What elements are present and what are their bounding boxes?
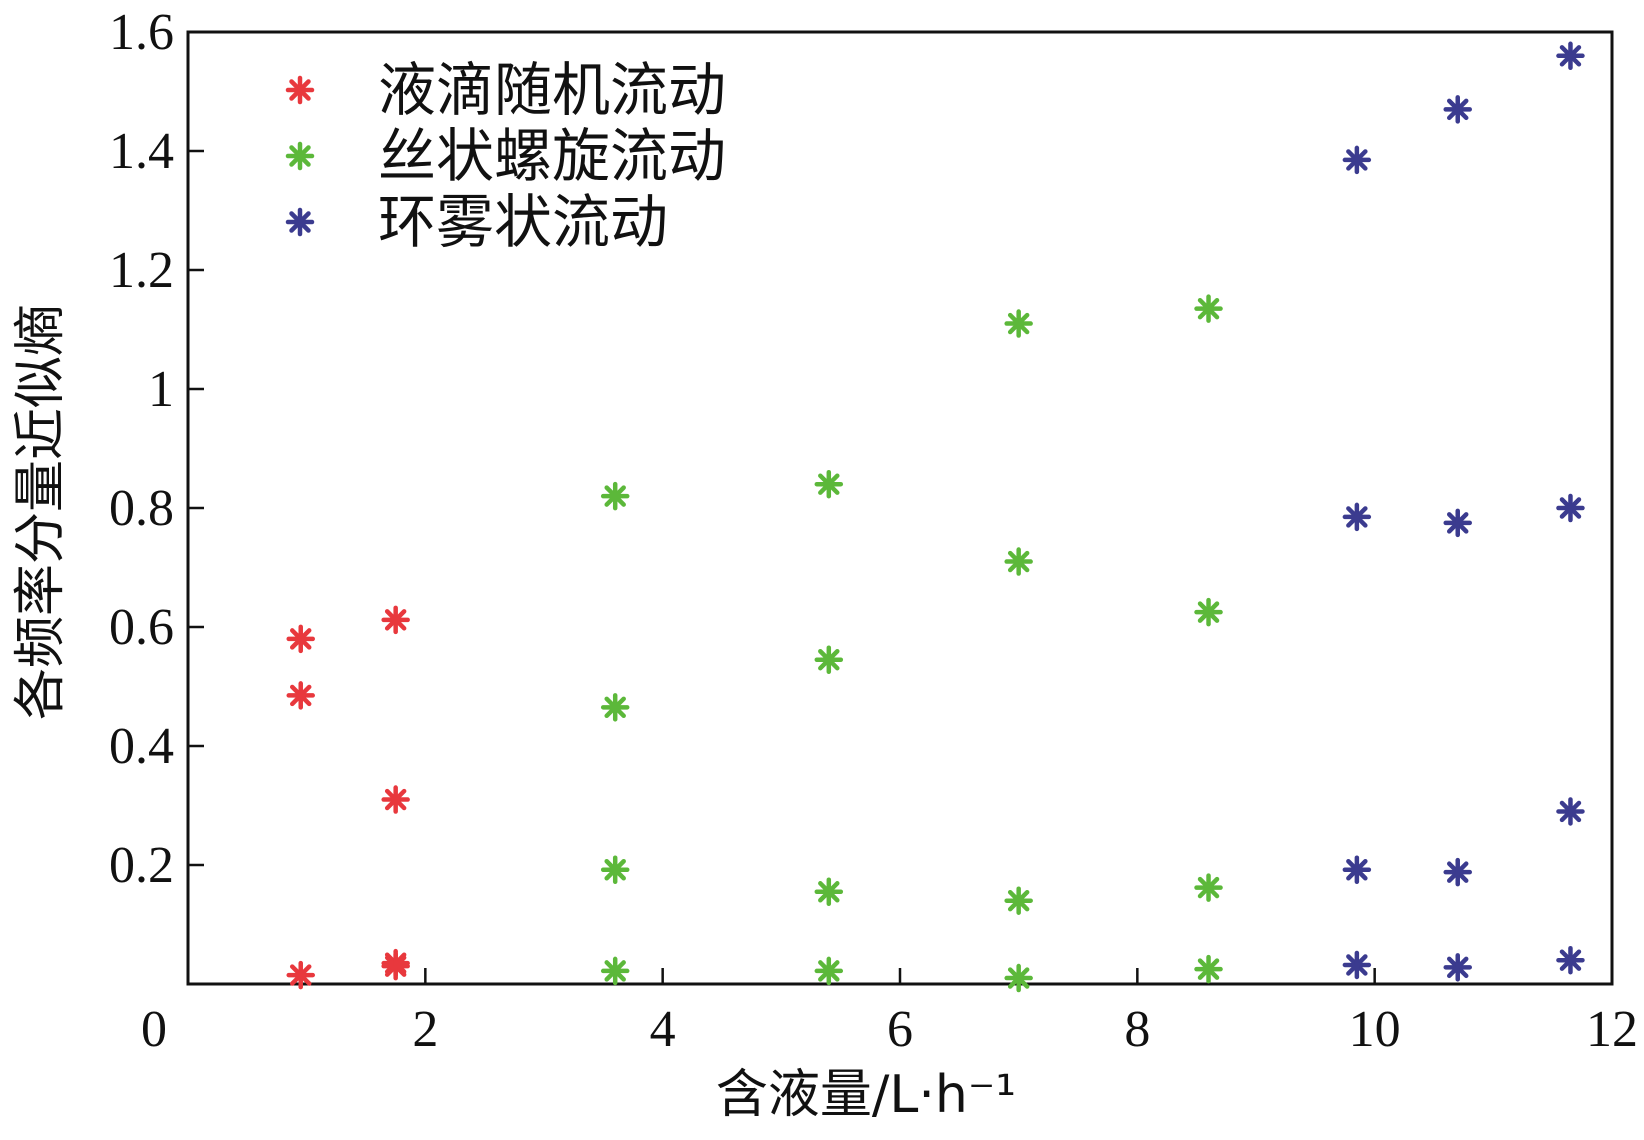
data-point xyxy=(1342,950,1372,980)
data-point xyxy=(1443,508,1472,538)
x-tick-label: 2 xyxy=(412,1001,438,1058)
data-point xyxy=(814,645,844,674)
data-point xyxy=(1556,493,1585,523)
data-point xyxy=(1004,963,1033,993)
data-point xyxy=(286,624,315,654)
y-axis-title: 各频率分量近似熵 xyxy=(11,304,71,720)
y-tick-label: 1.2 xyxy=(109,242,174,299)
data-point xyxy=(381,951,410,981)
data-points xyxy=(286,41,1585,993)
y-tick-label: 1.4 xyxy=(109,123,174,180)
y-tick-label: 1 xyxy=(148,361,174,418)
legend-label: 环雾状流动 xyxy=(378,188,668,256)
data-point xyxy=(1194,954,1223,984)
y-tick-label: 1.6 xyxy=(109,4,174,61)
legend-marker xyxy=(285,75,315,105)
data-point xyxy=(286,960,315,990)
x-tick-label: 10 xyxy=(1349,1001,1401,1058)
data-point xyxy=(286,681,315,710)
data-point xyxy=(1004,547,1033,576)
legend-label: 液滴随机流动 xyxy=(378,56,726,124)
x-tick-label: 6 xyxy=(887,1001,913,1058)
data-point xyxy=(600,693,630,722)
y-tick-label: 0.2 xyxy=(109,837,174,894)
x-tick-label: 8 xyxy=(1124,1001,1150,1058)
legend-marker xyxy=(285,207,315,237)
data-point xyxy=(381,605,410,635)
data-point xyxy=(1443,857,1472,887)
data-point xyxy=(1004,886,1033,915)
legend-marker xyxy=(285,141,315,171)
x-axis-title: 含液量/L·h⁻¹ xyxy=(716,1065,1016,1125)
data-point xyxy=(1004,309,1033,338)
data-point xyxy=(1556,41,1585,71)
data-point xyxy=(1556,945,1585,975)
data-point xyxy=(1194,873,1223,902)
data-point xyxy=(1443,95,1472,124)
data-point xyxy=(600,855,630,885)
data-point xyxy=(1342,502,1372,532)
data-point xyxy=(1342,145,1372,175)
data-point xyxy=(600,956,630,986)
tick-labels: 0 2 4 6 8 10 12 0.2 0.4 0.6 0.8 1 1.2 1.4 1.6 xyxy=(109,4,1638,1058)
x-tick-label: 0 xyxy=(141,1001,167,1058)
data-point xyxy=(814,469,844,499)
data-point xyxy=(1194,597,1223,627)
data-point xyxy=(381,785,410,814)
data-point xyxy=(1443,953,1472,982)
x-tick-label: 12 xyxy=(1586,1001,1638,1058)
y-tick-label: 0.6 xyxy=(109,599,174,656)
y-tick-label: 0.4 xyxy=(109,718,174,775)
data-point xyxy=(814,877,844,907)
data-point xyxy=(1194,294,1223,323)
data-point xyxy=(1556,797,1585,826)
data-point xyxy=(1342,855,1372,885)
legend-label: 丝状螺旋流动 xyxy=(378,122,726,190)
x-tick-label: 4 xyxy=(650,1001,676,1058)
data-point xyxy=(814,956,844,986)
data-point xyxy=(600,481,630,511)
y-tick-label: 0.8 xyxy=(109,480,174,537)
axes xyxy=(186,30,1614,986)
